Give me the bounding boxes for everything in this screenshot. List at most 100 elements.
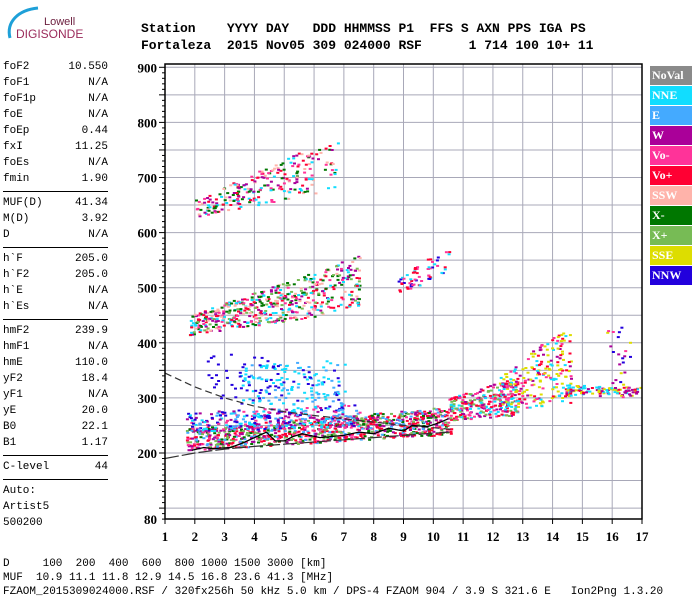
param-row: fxI 11.25 [3,139,108,155]
data-point [269,289,273,292]
data-point [254,198,258,201]
param-value: 10.550 [68,61,108,73]
data-point [523,381,527,384]
data-point [318,428,322,431]
data-point [570,377,573,380]
data-point [250,440,254,443]
data-point [289,412,293,415]
data-point [220,208,224,211]
data-point [305,301,309,304]
data-point [313,421,317,423]
data-point [208,318,212,321]
data-point [311,281,315,284]
data-point [435,426,438,429]
data-point [312,290,315,293]
data-point [498,382,502,385]
data-point [237,186,241,189]
data-point [313,438,317,441]
data-point [276,167,280,170]
data-point [192,333,196,336]
data-point [198,433,202,436]
data-point [417,418,421,421]
data-point [460,416,464,419]
data-point [402,277,406,280]
data-point [263,438,267,441]
data-point [434,419,438,422]
data-point [196,320,200,323]
data-point [238,323,242,326]
data-point [297,435,301,438]
data-point [327,377,330,380]
data-point [197,314,201,317]
data-point [269,321,273,324]
data-point [502,410,506,412]
data-point [248,305,252,308]
data-point [239,186,243,189]
data-point [281,283,285,286]
data-point [532,350,536,353]
data-point [280,394,284,397]
data-point [283,302,287,305]
data-point [548,376,552,379]
data-point [410,411,414,414]
data-point [282,314,286,316]
data-point [623,355,627,358]
data-point [271,286,275,289]
data-point [322,292,326,295]
data-point [310,152,314,155]
data-point [257,441,260,444]
data-point [273,440,277,443]
data-point [350,424,354,427]
data-point [297,430,301,433]
data-point [504,410,508,413]
data-point [559,354,563,357]
data-point [269,378,273,381]
data-point [188,416,192,419]
data-point [496,398,500,401]
header-values: Fortaleza 2015 Nov05 309 024000 RSF 1 71… [141,38,594,53]
data-point [357,298,361,301]
data-point [624,391,627,394]
data-point [224,434,228,437]
data-point [221,203,225,206]
data-point [281,311,285,314]
data-point [237,319,241,322]
data-point [245,414,249,417]
data-point [416,421,420,424]
data-point [347,438,351,441]
data-point [299,436,303,438]
data-point [505,410,509,413]
data-point [419,431,422,434]
data-point [257,201,261,204]
data-point [217,422,221,425]
data-point [319,432,323,435]
data-point [254,324,258,326]
data-point [286,389,289,392]
data-point [337,413,341,416]
data-point [215,437,219,439]
data-point [198,412,202,415]
data-point [306,315,310,318]
data-point [278,379,282,381]
data-point [513,394,517,397]
data-point [426,416,430,419]
data-point [382,433,386,436]
data-point [349,415,352,418]
data-point [268,420,272,423]
data-point [217,380,221,382]
data-point [186,444,190,447]
data-point [416,266,420,269]
data-point [204,325,208,328]
data-point [329,362,333,365]
data-point [328,422,332,425]
data-point [263,311,267,314]
data-point [268,416,272,419]
data-point [430,427,434,430]
data-point [509,390,513,393]
data-point [304,301,307,304]
data-point [270,200,274,203]
data-point [431,266,435,269]
data-point [343,390,347,393]
data-point [341,422,344,425]
data-point [386,416,390,419]
